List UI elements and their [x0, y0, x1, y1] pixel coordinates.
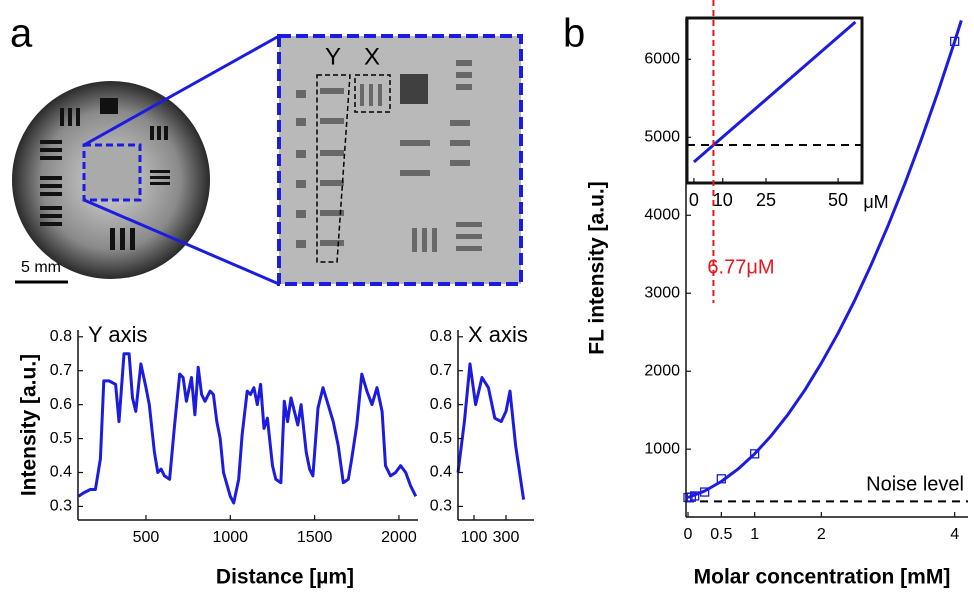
- threshold-label: 6.77μM: [707, 256, 774, 278]
- y-tick-label: 4000: [644, 206, 680, 223]
- target-image: [12, 34, 280, 286]
- y-tick-label: 0.6: [430, 396, 452, 413]
- x-tick-label: 0.5: [710, 526, 732, 543]
- y-tick-label: 2000: [644, 362, 680, 379]
- y-tick-label: 0.8: [50, 328, 72, 345]
- x-tick-label: 4: [950, 526, 959, 543]
- data-point: [750, 449, 760, 459]
- y-tick-label: 0.5: [50, 430, 72, 447]
- x-tick-label: 300: [493, 529, 520, 546]
- y-axis-label: Intensity [a.u.]: [18, 354, 41, 496]
- data-line: [77, 352, 418, 505]
- x-tick-label: 500: [133, 529, 160, 546]
- y-tick-label: 0.7: [50, 362, 72, 379]
- y-tick-label: 0.8: [430, 328, 452, 345]
- x-tick-label: 2000: [381, 529, 417, 546]
- scale-bar-label: 5 mm: [21, 259, 61, 276]
- x-tick-label: 1500: [297, 529, 333, 546]
- x-tick-label: 2: [817, 526, 826, 543]
- y-tick-label: 3000: [644, 284, 680, 301]
- x-tick-label: 100: [461, 529, 488, 546]
- zoom-image: [277, 34, 523, 286]
- y-tick-label: 0.7: [430, 362, 452, 379]
- reference-label: Noise level: [866, 474, 964, 496]
- x-tick-label: 0: [689, 190, 699, 210]
- y-axis-label: FL intensity [a.u.]: [586, 181, 609, 354]
- roi-label: Y: [325, 43, 341, 70]
- data-point: [716, 474, 726, 484]
- chart-annotation: X axis: [468, 322, 528, 347]
- x-tick-label: 0: [684, 526, 693, 543]
- data-line: [687, 19, 963, 499]
- y-tick-label: 0.4: [50, 464, 72, 481]
- data-line: [692, 20, 857, 164]
- y-tick-label: 6000: [644, 51, 680, 68]
- y-tick-label: 1000: [644, 440, 680, 457]
- x-axis-label: Distance [µm]: [216, 566, 354, 589]
- y-tick-label: 0.5: [430, 430, 452, 447]
- chart-annotation: Y axis: [88, 322, 148, 347]
- y-tick-label: 0.6: [50, 396, 72, 413]
- data-point: [690, 491, 700, 501]
- axis-frame: [685, 16, 864, 185]
- x-unit: μM: [863, 192, 888, 212]
- roi-label: X: [364, 43, 380, 70]
- x-tick-label: 1: [750, 526, 759, 543]
- x-tick-label: 10: [713, 190, 733, 210]
- x-tick-label: 1000: [212, 529, 248, 546]
- panel-label: b: [563, 12, 585, 56]
- y-tick-label: 0.3: [430, 498, 452, 515]
- y-tick-label: 5000: [644, 129, 680, 146]
- data-point: [686, 492, 696, 502]
- y-tick-label: 0.4: [430, 464, 452, 481]
- x-tick-label: 50: [828, 190, 848, 210]
- x-axis-label: Molar concentration [mM]: [694, 566, 951, 589]
- data-line: [456, 362, 526, 500]
- y-tick-label: 0.3: [50, 498, 72, 515]
- x-tick-label: 25: [756, 190, 776, 210]
- panel-label: a: [10, 12, 33, 56]
- data-point: [950, 36, 960, 47]
- data-point: [700, 487, 710, 497]
